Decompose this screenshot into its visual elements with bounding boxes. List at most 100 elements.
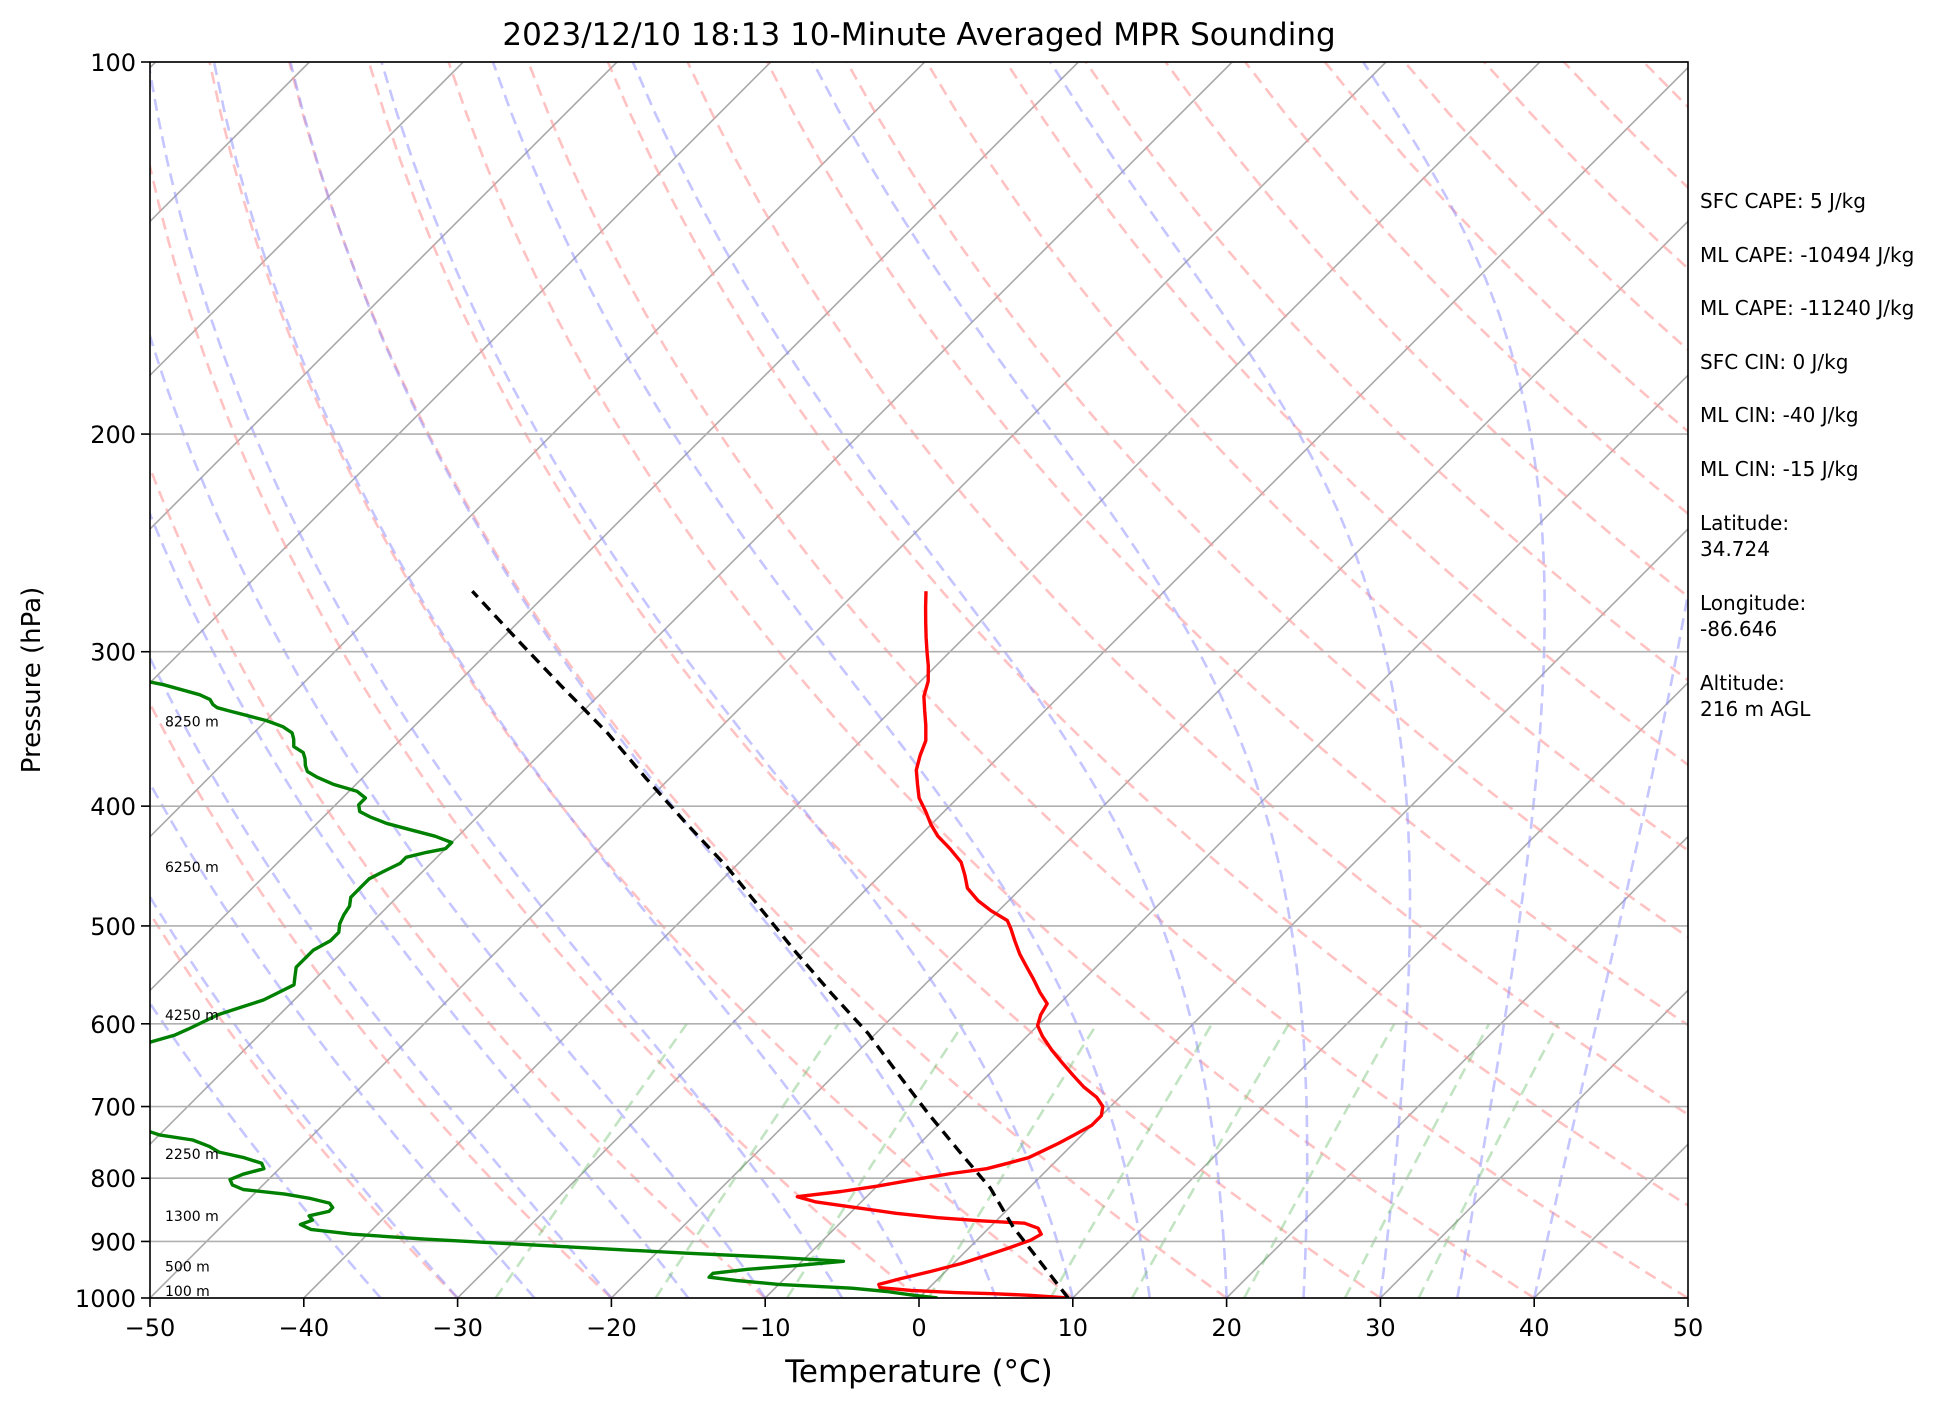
latitude-label: Latitude: xyxy=(1700,511,1790,535)
y-axis-ticks: 100 200 300 400 500 600 700 800 900 1000 xyxy=(75,49,150,1313)
isotherm-line xyxy=(1379,989,1688,1298)
x-axis-ticks: −50 −40 −30 −20 −10 0 10 20 30 40 50 xyxy=(125,1298,1704,1342)
y-tick-label: 600 xyxy=(90,1011,136,1039)
y-tick-label: 1000 xyxy=(75,1285,136,1313)
moist-adiabat-line xyxy=(150,1001,382,1298)
y-axis-label: Pressure (hPa) xyxy=(17,587,47,774)
dry-adiabat-line xyxy=(845,62,1688,939)
isotherm-line xyxy=(150,62,1079,992)
height-label: 8250 m xyxy=(165,714,219,730)
moist-adiabat-line xyxy=(631,62,1228,1298)
isotherm-line xyxy=(1226,835,1688,1298)
isotherm-line xyxy=(1072,681,1688,1298)
reference-lines xyxy=(0,62,1688,1298)
mixing-ratio-line xyxy=(1343,1023,1491,1298)
isotherm-line xyxy=(150,62,618,531)
isotherm-line xyxy=(457,66,1688,1298)
dry-adiabat-line xyxy=(288,62,1228,1298)
sounding-profiles xyxy=(150,590,1105,1298)
latitude-value: 34.724 xyxy=(1700,537,1770,561)
x-tick-label: 40 xyxy=(1519,1314,1550,1342)
mixing-ratio-line xyxy=(785,1023,965,1298)
x-tick-label: −30 xyxy=(432,1314,483,1342)
ml-cin-text-2: ML CIN: -15 J/kg xyxy=(1700,457,1859,481)
moist-adiabat-line xyxy=(1362,62,1547,1298)
isotherm-line xyxy=(0,62,2,1298)
ml-cin-text: ML CIN: -40 J/kg xyxy=(1700,403,1859,427)
isotherm-line xyxy=(764,374,1688,1298)
y-tick-label: 800 xyxy=(90,1165,136,1193)
sounding-line-2 xyxy=(471,590,1070,1298)
isotherm-line xyxy=(150,62,926,838)
mixing-ratio-line xyxy=(1417,1023,1560,1298)
height-label: 500 m xyxy=(165,1259,210,1275)
ml-cape-text-2: ML CAPE: -11240 J/kg xyxy=(1700,296,1915,320)
isotherm-line xyxy=(610,220,1688,1298)
moist-adiabat-line xyxy=(1049,62,1412,1298)
moist-adiabat-line xyxy=(150,64,844,1298)
sounding-line-0 xyxy=(795,591,1105,1298)
height-label: 2250 m xyxy=(165,1147,219,1163)
moist-adiabat-line xyxy=(150,510,690,1298)
dry-adiabat-line xyxy=(150,701,613,1298)
dry-adiabat-line xyxy=(447,62,1535,1298)
dry-adiabat-line xyxy=(1164,62,1688,599)
plot-frame xyxy=(149,61,1689,1299)
longitude-value: -86.646 xyxy=(1700,617,1778,641)
x-tick-label: 20 xyxy=(1211,1314,1242,1342)
height-label: 6250 m xyxy=(165,860,219,876)
moist-adiabat-line xyxy=(212,62,921,1298)
longitude-label: Longitude: xyxy=(1700,591,1807,615)
altitude-label: Altitude: xyxy=(1700,671,1785,695)
x-tick-label: 0 xyxy=(911,1314,926,1342)
isotherm-line xyxy=(150,62,1387,1298)
x-tick-label: 10 xyxy=(1058,1314,1089,1342)
height-label: 1300 m xyxy=(165,1209,219,1225)
x-tick-label: 50 xyxy=(1673,1314,1704,1342)
x-tick-label: −20 xyxy=(586,1314,637,1342)
sfc-cape-text: SFC CAPE: 5 J/kg xyxy=(1700,189,1866,213)
y-tick-label: 300 xyxy=(90,639,136,667)
dry-adiabat-line xyxy=(766,62,1688,1027)
moist-adiabat-line xyxy=(150,894,459,1298)
isotherm-line xyxy=(150,62,772,684)
height-labels: 100 m 500 m 1300 m 2250 m 4250 m 6250 m 8250 m xyxy=(165,714,219,1300)
moist-adiabat-line xyxy=(491,62,1151,1298)
isotherm-line xyxy=(918,527,1688,1298)
moist-adiabat-line xyxy=(150,780,536,1298)
dry-adiabat-line xyxy=(686,62,1688,1117)
dry-adiabat-line xyxy=(606,62,1688,1207)
dry-adiabat-line xyxy=(527,62,1688,1298)
x-tick-label: −10 xyxy=(740,1314,791,1342)
isotherm-line xyxy=(303,62,1541,1298)
height-label: 100 m xyxy=(165,1284,210,1300)
dry-adiabat-line xyxy=(367,62,1382,1298)
dry-adiabat-line xyxy=(150,910,459,1298)
moist-adiabat-line xyxy=(1532,586,1688,1298)
y-tick-label: 400 xyxy=(90,793,136,821)
altitude-value: 216 m AGL xyxy=(1700,697,1811,721)
y-tick-label: 100 xyxy=(90,49,136,77)
isotherm-line xyxy=(150,62,464,377)
y-tick-label: 200 xyxy=(90,421,136,449)
moist-adiabat-line xyxy=(150,331,767,1298)
x-tick-label: 30 xyxy=(1365,1314,1396,1342)
sounding-line-1 xyxy=(150,680,938,1298)
y-tick-label: 700 xyxy=(90,1094,136,1122)
mixing-ratio-line xyxy=(494,1023,688,1298)
mixing-ratio-line xyxy=(1243,1023,1396,1298)
dry-adiabat-line xyxy=(150,464,767,1298)
x-axis-label: Temperature (°C) xyxy=(784,1354,1053,1390)
dry-adiabat-line xyxy=(150,161,920,1298)
moist-adiabat-line xyxy=(150,655,613,1298)
moist-adiabat-line xyxy=(380,62,1075,1298)
dry-adiabat-line xyxy=(925,62,1688,852)
isotherm-line xyxy=(150,62,1233,1146)
pressure-gridlines xyxy=(150,61,1688,1299)
x-tick-label: −50 xyxy=(125,1314,176,1342)
moist-adiabat-line xyxy=(811,62,1309,1298)
height-label: 4250 m xyxy=(165,1008,219,1024)
x-tick-label: −40 xyxy=(278,1314,329,1342)
dry-adiabat-line xyxy=(1084,62,1688,682)
